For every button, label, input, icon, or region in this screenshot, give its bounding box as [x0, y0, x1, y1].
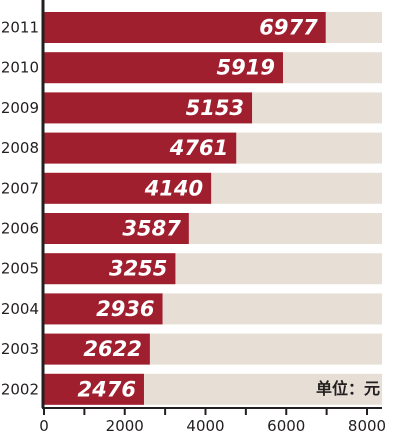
- bar: [44, 213, 189, 244]
- bar: [44, 92, 253, 124]
- value-label: 3587: [122, 217, 181, 241]
- bar: [44, 253, 176, 285]
- value-label: 2476: [78, 377, 136, 401]
- value-label: 4761: [169, 136, 228, 160]
- bar: [44, 373, 144, 405]
- value-label: 5919: [217, 56, 275, 80]
- category-label: 2002: [1, 380, 39, 398]
- value-label: 3255: [109, 257, 167, 281]
- value-label: 2936: [96, 297, 154, 321]
- x-tick-label: 4000: [186, 417, 224, 434]
- bar: [44, 293, 163, 325]
- value-label: 2622: [83, 337, 141, 361]
- value-label: 4140: [144, 176, 203, 200]
- category-label: 2006: [1, 220, 39, 238]
- bars: [44, 12, 326, 405]
- category-label: 2008: [1, 139, 39, 157]
- value-label: 5153: [186, 96, 244, 120]
- category-label: 2010: [1, 59, 39, 77]
- x-tick-label: 2000: [106, 417, 144, 434]
- bar: [44, 12, 326, 43]
- x-tick-label: 6000: [267, 417, 305, 434]
- unit-label: 单位：元: [316, 379, 380, 398]
- bar: [44, 333, 150, 365]
- bar: [44, 172, 212, 204]
- category-labels: 2011 2010 2009 2008 2007 2006 2005 2004 2003 2002: [1, 19, 39, 399]
- value-labels: 6977 5919 5153 4761 4140 3587 3255 2936 2622 2476: [78, 16, 319, 402]
- bar: [44, 52, 283, 84]
- category-label: 2007: [1, 179, 39, 197]
- x-tick-label: 8000: [348, 417, 386, 434]
- category-label: 2011: [1, 19, 39, 37]
- category-label: 2005: [1, 260, 39, 278]
- bar: [44, 132, 237, 164]
- x-axis: 0 2000 4000 6000 8000: [39, 0, 386, 434]
- x-tick-label: 0: [39, 417, 49, 434]
- category-label: 2003: [1, 340, 39, 358]
- category-label: 2009: [1, 99, 39, 117]
- category-label: 2004: [1, 300, 39, 318]
- value-label: 6977: [259, 16, 318, 40]
